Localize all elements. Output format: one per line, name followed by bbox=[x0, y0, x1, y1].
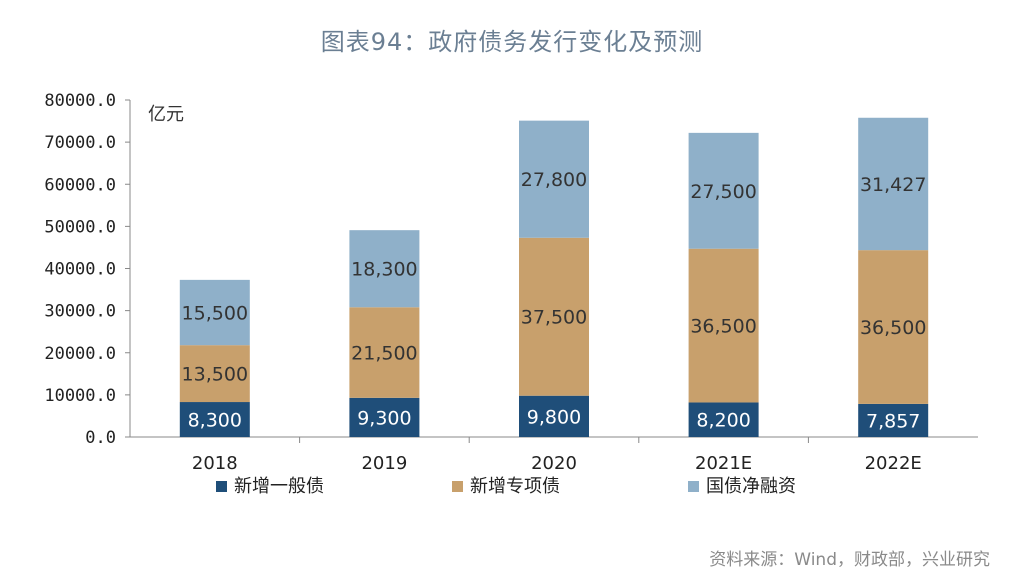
x-tick-label: 2022E bbox=[865, 453, 922, 474]
bar-segment bbox=[519, 120, 589, 238]
source-note: 资料来源：Wind，财政部，兴业研究 bbox=[709, 550, 990, 570]
y-tick-label: 20000.0 bbox=[44, 344, 116, 364]
bar-segment bbox=[349, 230, 420, 308]
legend-label: 新增一般债 bbox=[234, 476, 324, 497]
x-tick-label: 2019 bbox=[361, 453, 407, 474]
bar-segment bbox=[519, 237, 589, 396]
data-label: 18,300 bbox=[351, 259, 417, 281]
y-unit-label: 亿元 bbox=[148, 104, 184, 125]
data-label: 15,500 bbox=[182, 303, 248, 325]
y-tick-label: 10000.0 bbox=[44, 386, 116, 406]
bar-segment bbox=[179, 402, 250, 437]
data-label: 8,200 bbox=[696, 410, 750, 432]
bar-segment bbox=[688, 132, 759, 249]
y-tick-label: 40000.0 bbox=[44, 260, 116, 280]
bar-segment bbox=[688, 402, 759, 437]
bar-segment bbox=[688, 248, 759, 403]
data-label: 36,500 bbox=[860, 317, 926, 339]
y-tick-label: 70000.0 bbox=[44, 133, 116, 153]
data-label: 21,500 bbox=[351, 343, 417, 365]
bar-segment bbox=[858, 403, 929, 437]
bar-segment bbox=[179, 345, 250, 403]
x-tick-label: 2021E bbox=[695, 453, 752, 474]
x-tick-label: 2018 bbox=[192, 453, 238, 474]
data-label: 8,300 bbox=[188, 410, 242, 432]
y-tick-label: 50000.0 bbox=[44, 217, 116, 237]
axes: 0.0 10000.0 20000.0 30000.0 40000.0 50000.0 60… bbox=[44, 91, 978, 474]
data-label: 9,800 bbox=[527, 406, 581, 428]
chart-title: 图表94：政府债务发行变化及预测 bbox=[320, 28, 704, 56]
y-tick-label: 30000.0 bbox=[44, 302, 116, 322]
legend: 新增一般债 新增专项债 国债净融资 bbox=[216, 476, 796, 497]
y-tick-label: 80000.0 bbox=[44, 91, 116, 111]
bar-segment bbox=[349, 397, 420, 437]
legend-label: 新增专项债 bbox=[470, 476, 560, 497]
bar-segment bbox=[858, 250, 929, 404]
data-label: 7,857 bbox=[866, 410, 920, 432]
legend-swatch bbox=[216, 481, 227, 492]
bar-segment bbox=[519, 395, 589, 437]
legend-label: 国债净融资 bbox=[706, 476, 796, 497]
data-label: 36,500 bbox=[690, 316, 756, 338]
y-tick-label: 0.0 bbox=[85, 428, 116, 448]
data-label: 37,500 bbox=[521, 307, 587, 329]
data-label: 31,427 bbox=[860, 174, 926, 196]
bar-segment bbox=[179, 279, 250, 346]
legend-swatch bbox=[688, 481, 699, 492]
data-label: 9,300 bbox=[357, 407, 411, 429]
data-label: 27,800 bbox=[521, 169, 587, 191]
data-label: 13,500 bbox=[182, 364, 248, 386]
bar-segment bbox=[349, 307, 420, 398]
bar-segment bbox=[858, 117, 929, 251]
data-label: 27,500 bbox=[690, 181, 756, 203]
x-tick-label: 2020 bbox=[531, 453, 577, 474]
legend-swatch bbox=[452, 481, 463, 492]
bars: 8,300 13,500 15,500 9,300 21,500 18,300 9,800 3… bbox=[179, 117, 929, 437]
y-tick-label: 60000.0 bbox=[44, 175, 116, 195]
